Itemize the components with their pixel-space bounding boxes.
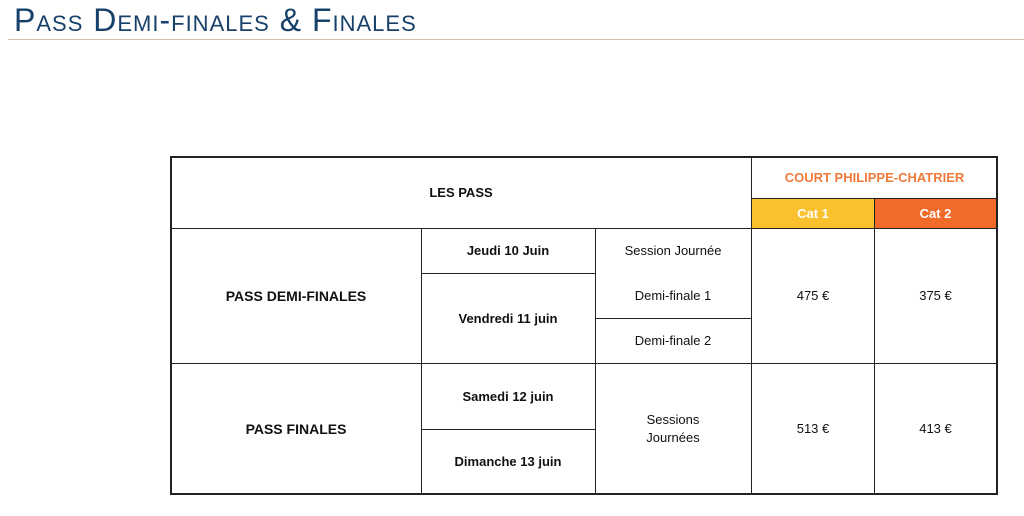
demi-day1: Jeudi 10 Juin [466,243,550,258]
demi-session1: Session Journée [624,243,722,258]
demi-price-cat2: 375 € [919,288,952,303]
header-cat2: Cat 2 [919,205,952,221]
finales-day1: Samedi 12 juin [462,388,554,404]
cat2-bg [874,198,997,228]
finales-session: Sessions Journées [646,411,700,445]
demi-session2: Demi-finale 1 [634,288,712,303]
pass-demi-name: PASS DEMI-FINALES [225,287,367,304]
title-divider [8,39,1024,40]
header-les-pass: LES PASS [429,185,493,200]
demi-day2: Vendredi 11 juin [458,310,558,326]
demi-price-cat1: 475 € [796,288,830,303]
page-title: Pass Demi-finales & Finales [14,2,417,38]
header-court: COURT PHILIPPE-CHATRIER [784,170,965,185]
demi-session3: Demi-finale 2 [634,333,712,348]
finales-price-cat1: 513 € [796,421,830,436]
finales-price-cat2: 413 € [919,421,952,436]
header-cat1: Cat 1 [797,205,829,221]
finales-day2: Dimanche 13 juin [454,454,562,469]
pass-finales-name: PASS FINALES [245,420,347,437]
cat1-bg [752,198,874,228]
